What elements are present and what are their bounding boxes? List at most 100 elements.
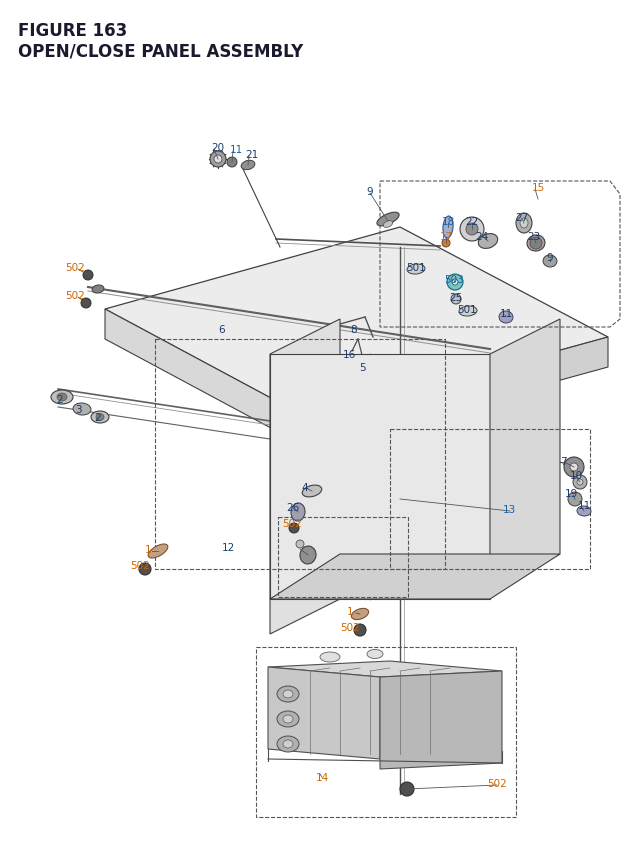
Ellipse shape [407, 264, 425, 275]
Circle shape [564, 457, 584, 478]
Text: 12: 12 [221, 542, 235, 553]
Polygon shape [380, 672, 502, 769]
Text: 11: 11 [499, 308, 513, 319]
Text: 14: 14 [316, 772, 328, 782]
Text: 10: 10 [570, 470, 582, 480]
Circle shape [227, 158, 237, 168]
Ellipse shape [478, 234, 498, 249]
Ellipse shape [383, 221, 393, 228]
Circle shape [81, 299, 91, 308]
Text: 27: 27 [515, 213, 529, 223]
Ellipse shape [577, 506, 591, 517]
Text: 2: 2 [95, 412, 101, 423]
Text: OPEN/CLOSE PANEL ASSEMBLY: OPEN/CLOSE PANEL ASSEMBLY [18, 42, 303, 60]
Text: 11: 11 [229, 145, 243, 155]
Polygon shape [270, 319, 340, 635]
Ellipse shape [527, 236, 545, 251]
Bar [155, 339, 445, 569]
Ellipse shape [520, 219, 528, 229]
Bar [256, 647, 516, 817]
Text: 501: 501 [406, 263, 426, 273]
Text: 1: 1 [347, 606, 353, 616]
Text: 7: 7 [560, 456, 566, 467]
Ellipse shape [283, 691, 293, 698]
Ellipse shape [91, 412, 109, 424]
Text: FIGURE 163: FIGURE 163 [18, 22, 127, 40]
Ellipse shape [320, 653, 340, 662]
Text: 5: 5 [358, 362, 365, 373]
Text: 13: 13 [502, 505, 516, 514]
Text: 17: 17 [440, 232, 452, 242]
Circle shape [447, 275, 463, 291]
Circle shape [577, 480, 583, 486]
Text: 18: 18 [442, 217, 454, 226]
Circle shape [452, 280, 458, 286]
Ellipse shape [443, 217, 453, 238]
Text: 2: 2 [57, 394, 63, 405]
Text: 8: 8 [351, 325, 357, 335]
Polygon shape [268, 661, 502, 678]
Ellipse shape [302, 486, 322, 498]
Text: 501: 501 [457, 305, 477, 314]
Circle shape [460, 218, 484, 242]
Text: 9: 9 [367, 187, 373, 197]
Ellipse shape [57, 393, 67, 401]
Text: 22: 22 [465, 217, 479, 226]
Text: 502: 502 [130, 561, 150, 570]
Circle shape [139, 563, 151, 575]
Ellipse shape [367, 650, 383, 659]
Text: 1: 1 [145, 544, 151, 554]
Text: 502: 502 [487, 778, 507, 788]
Ellipse shape [283, 740, 293, 748]
Text: 502: 502 [65, 263, 85, 273]
Circle shape [214, 156, 222, 164]
Ellipse shape [277, 736, 299, 753]
Polygon shape [310, 338, 608, 449]
Circle shape [530, 238, 542, 250]
Ellipse shape [377, 213, 399, 226]
Ellipse shape [351, 609, 369, 620]
Ellipse shape [277, 711, 299, 728]
Text: 503: 503 [444, 275, 464, 285]
Ellipse shape [300, 547, 316, 564]
Text: 3: 3 [75, 405, 81, 414]
Polygon shape [490, 319, 560, 589]
Text: 502: 502 [282, 518, 302, 529]
Text: 24: 24 [476, 232, 488, 242]
Ellipse shape [291, 504, 305, 522]
Text: 6: 6 [219, 325, 225, 335]
Circle shape [451, 294, 461, 305]
Ellipse shape [51, 391, 73, 405]
Text: 20: 20 [211, 143, 225, 152]
Ellipse shape [241, 161, 255, 170]
Circle shape [400, 782, 414, 796]
Circle shape [573, 475, 587, 489]
Polygon shape [105, 310, 310, 449]
Ellipse shape [73, 404, 91, 416]
Bar [278, 517, 408, 598]
Text: 19: 19 [564, 488, 578, 499]
Circle shape [442, 239, 450, 248]
Text: 502: 502 [65, 291, 85, 300]
Text: 25: 25 [449, 293, 463, 303]
Circle shape [568, 492, 582, 506]
Polygon shape [270, 554, 560, 599]
Text: 26: 26 [286, 503, 300, 512]
Circle shape [296, 541, 304, 548]
Circle shape [570, 463, 578, 472]
Polygon shape [268, 667, 380, 759]
Ellipse shape [283, 715, 293, 723]
Ellipse shape [459, 307, 477, 317]
Ellipse shape [516, 214, 532, 233]
Polygon shape [270, 355, 490, 599]
Text: 9: 9 [547, 253, 554, 263]
Ellipse shape [92, 286, 104, 294]
Circle shape [83, 270, 93, 281]
Polygon shape [105, 228, 608, 419]
Circle shape [210, 152, 226, 168]
Ellipse shape [148, 544, 168, 558]
Text: 16: 16 [342, 350, 356, 360]
Circle shape [289, 523, 299, 533]
Ellipse shape [499, 312, 513, 324]
Ellipse shape [543, 256, 557, 268]
